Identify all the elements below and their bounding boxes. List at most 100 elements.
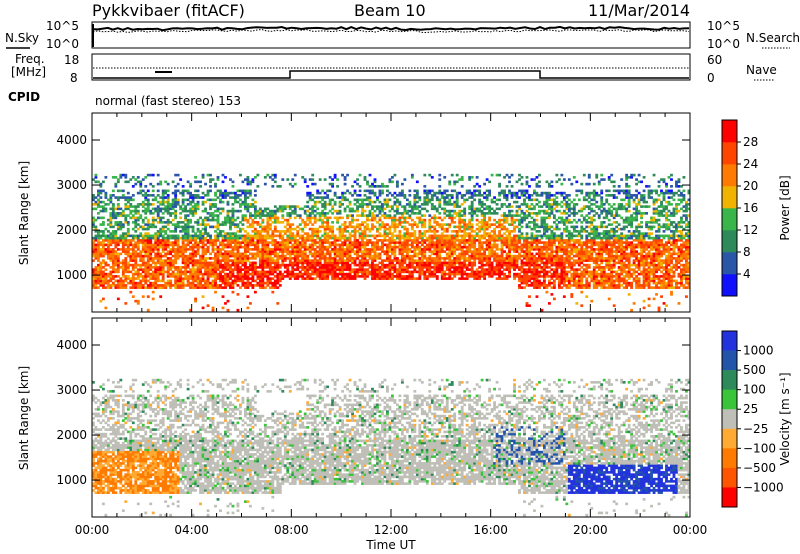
heatmap-cell (473, 239, 477, 242)
heatmap-cell (435, 263, 439, 267)
heatmap-cell (483, 216, 487, 220)
heatmap-cell (104, 236, 108, 240)
heatmap-cell (96, 281, 100, 285)
heatmap-cell (144, 209, 148, 213)
heatmap-cell (301, 254, 305, 258)
heatmap-cell (448, 180, 452, 184)
heatmap-cell (440, 272, 444, 276)
heatmap-cell (151, 297, 155, 301)
heatmap-cell (316, 189, 320, 193)
heatmap-cell (161, 239, 165, 242)
heatmap-cell (328, 209, 332, 213)
heatmap-cell (495, 259, 499, 262)
heatmap-cell (438, 203, 442, 206)
heatmap-cell (258, 254, 262, 258)
heatmap-cell (286, 250, 290, 253)
heatmap-cell (276, 234, 280, 238)
heatmap-cell (338, 248, 342, 251)
heatmap-cell (448, 214, 452, 217)
heatmap-cell (159, 268, 163, 271)
heatmap-cell (458, 239, 462, 242)
heatmap-cell (116, 252, 120, 256)
heatmap-cell (129, 281, 133, 285)
heatmap-cell (435, 259, 439, 262)
heatmap-cell (505, 266, 509, 269)
heatmap-cell (114, 223, 118, 226)
heatmap-cell (336, 275, 340, 278)
heatmap-cell (151, 272, 155, 276)
heatmap-cell (248, 212, 252, 215)
heatmap-cell (159, 266, 163, 269)
heatmap-cell (291, 270, 295, 274)
heatmap-cell (301, 268, 305, 271)
heatmap-cell (101, 209, 105, 213)
heatmap-cell (268, 270, 272, 274)
heatmap-cell (463, 241, 467, 244)
heatmap-cell (373, 185, 377, 188)
heatmap-cell (214, 182, 217, 186)
heatmap-cell (353, 234, 357, 238)
heatmap-cell (104, 277, 108, 280)
heatmap-cell (209, 212, 212, 215)
heatmap-cell (186, 275, 190, 278)
heatmap-cell (498, 236, 501, 240)
heatmap-cell (291, 227, 295, 231)
heatmap-cell (386, 275, 389, 278)
heatmap-cell (204, 259, 207, 262)
heatmap-cell (189, 248, 193, 251)
heatmap-cell (278, 221, 282, 224)
heatmap-cell (293, 272, 297, 276)
heatmap-cell (271, 250, 275, 253)
heatmap-cell (331, 277, 335, 280)
heatmap-cell (448, 248, 452, 251)
heatmap-cell (391, 221, 394, 224)
heatmap-cell (443, 261, 447, 265)
heatmap-cell (306, 218, 310, 222)
heatmap-cell (433, 214, 437, 217)
heatmap-cell (92, 241, 95, 244)
heatmap-cell (268, 252, 272, 256)
heatmap-cell (174, 279, 178, 283)
heatmap-cell (136, 191, 140, 195)
heatmap-cell (366, 239, 369, 242)
heatmap-cell (104, 194, 108, 197)
heatmap-cell (393, 214, 397, 217)
heatmap-cell (204, 270, 207, 274)
heatmap-cell (500, 266, 504, 269)
heatmap-cell (221, 295, 225, 298)
heatmap-cell (96, 189, 100, 193)
heatmap-cell (209, 225, 212, 229)
heatmap-cell (363, 209, 367, 213)
heatmap-cell (448, 270, 452, 274)
heatmap-cell (191, 225, 195, 229)
heatmap-cell (176, 245, 180, 249)
heatmap-cell (405, 250, 409, 253)
heatmap-cell (460, 245, 464, 249)
heatmap-cell (226, 263, 230, 267)
heatmap-cell (268, 209, 272, 213)
heatmap-cell (440, 270, 444, 274)
heatmap-cell (176, 241, 180, 244)
heatmap-cell (450, 243, 454, 247)
heatmap-cell (154, 261, 158, 265)
heatmap-cell (348, 241, 352, 244)
heatmap-cell (246, 239, 250, 242)
heatmap-cell (473, 252, 477, 256)
heatmap-cell (393, 230, 397, 233)
heatmap-cell (373, 277, 377, 280)
heatmap-cell (266, 241, 270, 244)
heatmap-cell (440, 207, 444, 211)
heatmap-cell (216, 252, 220, 256)
heatmap-cell (341, 198, 345, 202)
heatmap-cell (376, 248, 379, 251)
heatmap-cell (323, 241, 327, 244)
heatmap-cell (248, 236, 252, 240)
heatmap-cell (368, 200, 372, 204)
heatmap-cell (263, 176, 267, 179)
heatmap-cell (395, 207, 399, 211)
heatmap-cell (475, 207, 479, 211)
heatmap-cell (176, 284, 180, 287)
heatmap-cell (161, 243, 165, 247)
heatmap-cell (241, 275, 245, 278)
heatmap-cell (181, 261, 185, 265)
